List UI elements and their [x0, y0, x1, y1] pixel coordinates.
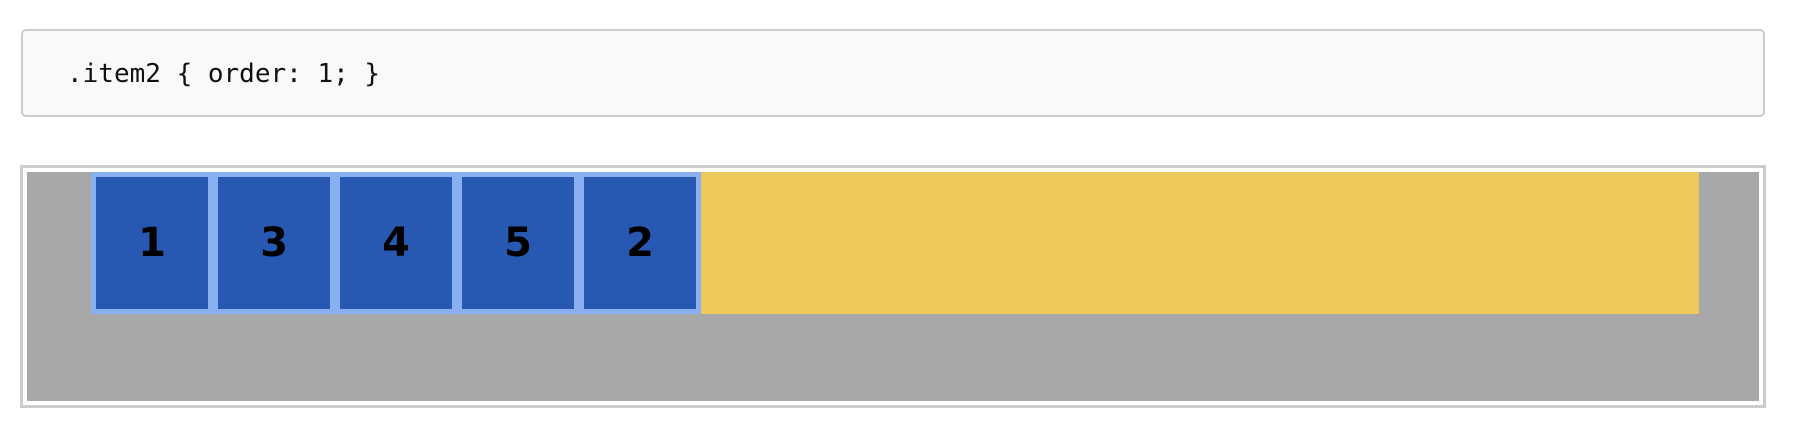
flex-item-2: 2: [579, 172, 701, 314]
demo-frame: 1 3 4 5 2: [20, 165, 1766, 408]
code-snippet: .item2 { order: 1; }: [67, 59, 381, 89]
flex-item-5: 5: [457, 172, 579, 314]
code-block: .item2 { order: 1; }: [21, 29, 1765, 117]
flex-container: 1 3 4 5 2: [91, 172, 1699, 314]
demo-area: 1 3 4 5 2: [27, 172, 1759, 401]
flex-item-1: 1: [91, 172, 213, 314]
flex-item-4: 4: [335, 172, 457, 314]
flex-item-3: 3: [213, 172, 335, 314]
